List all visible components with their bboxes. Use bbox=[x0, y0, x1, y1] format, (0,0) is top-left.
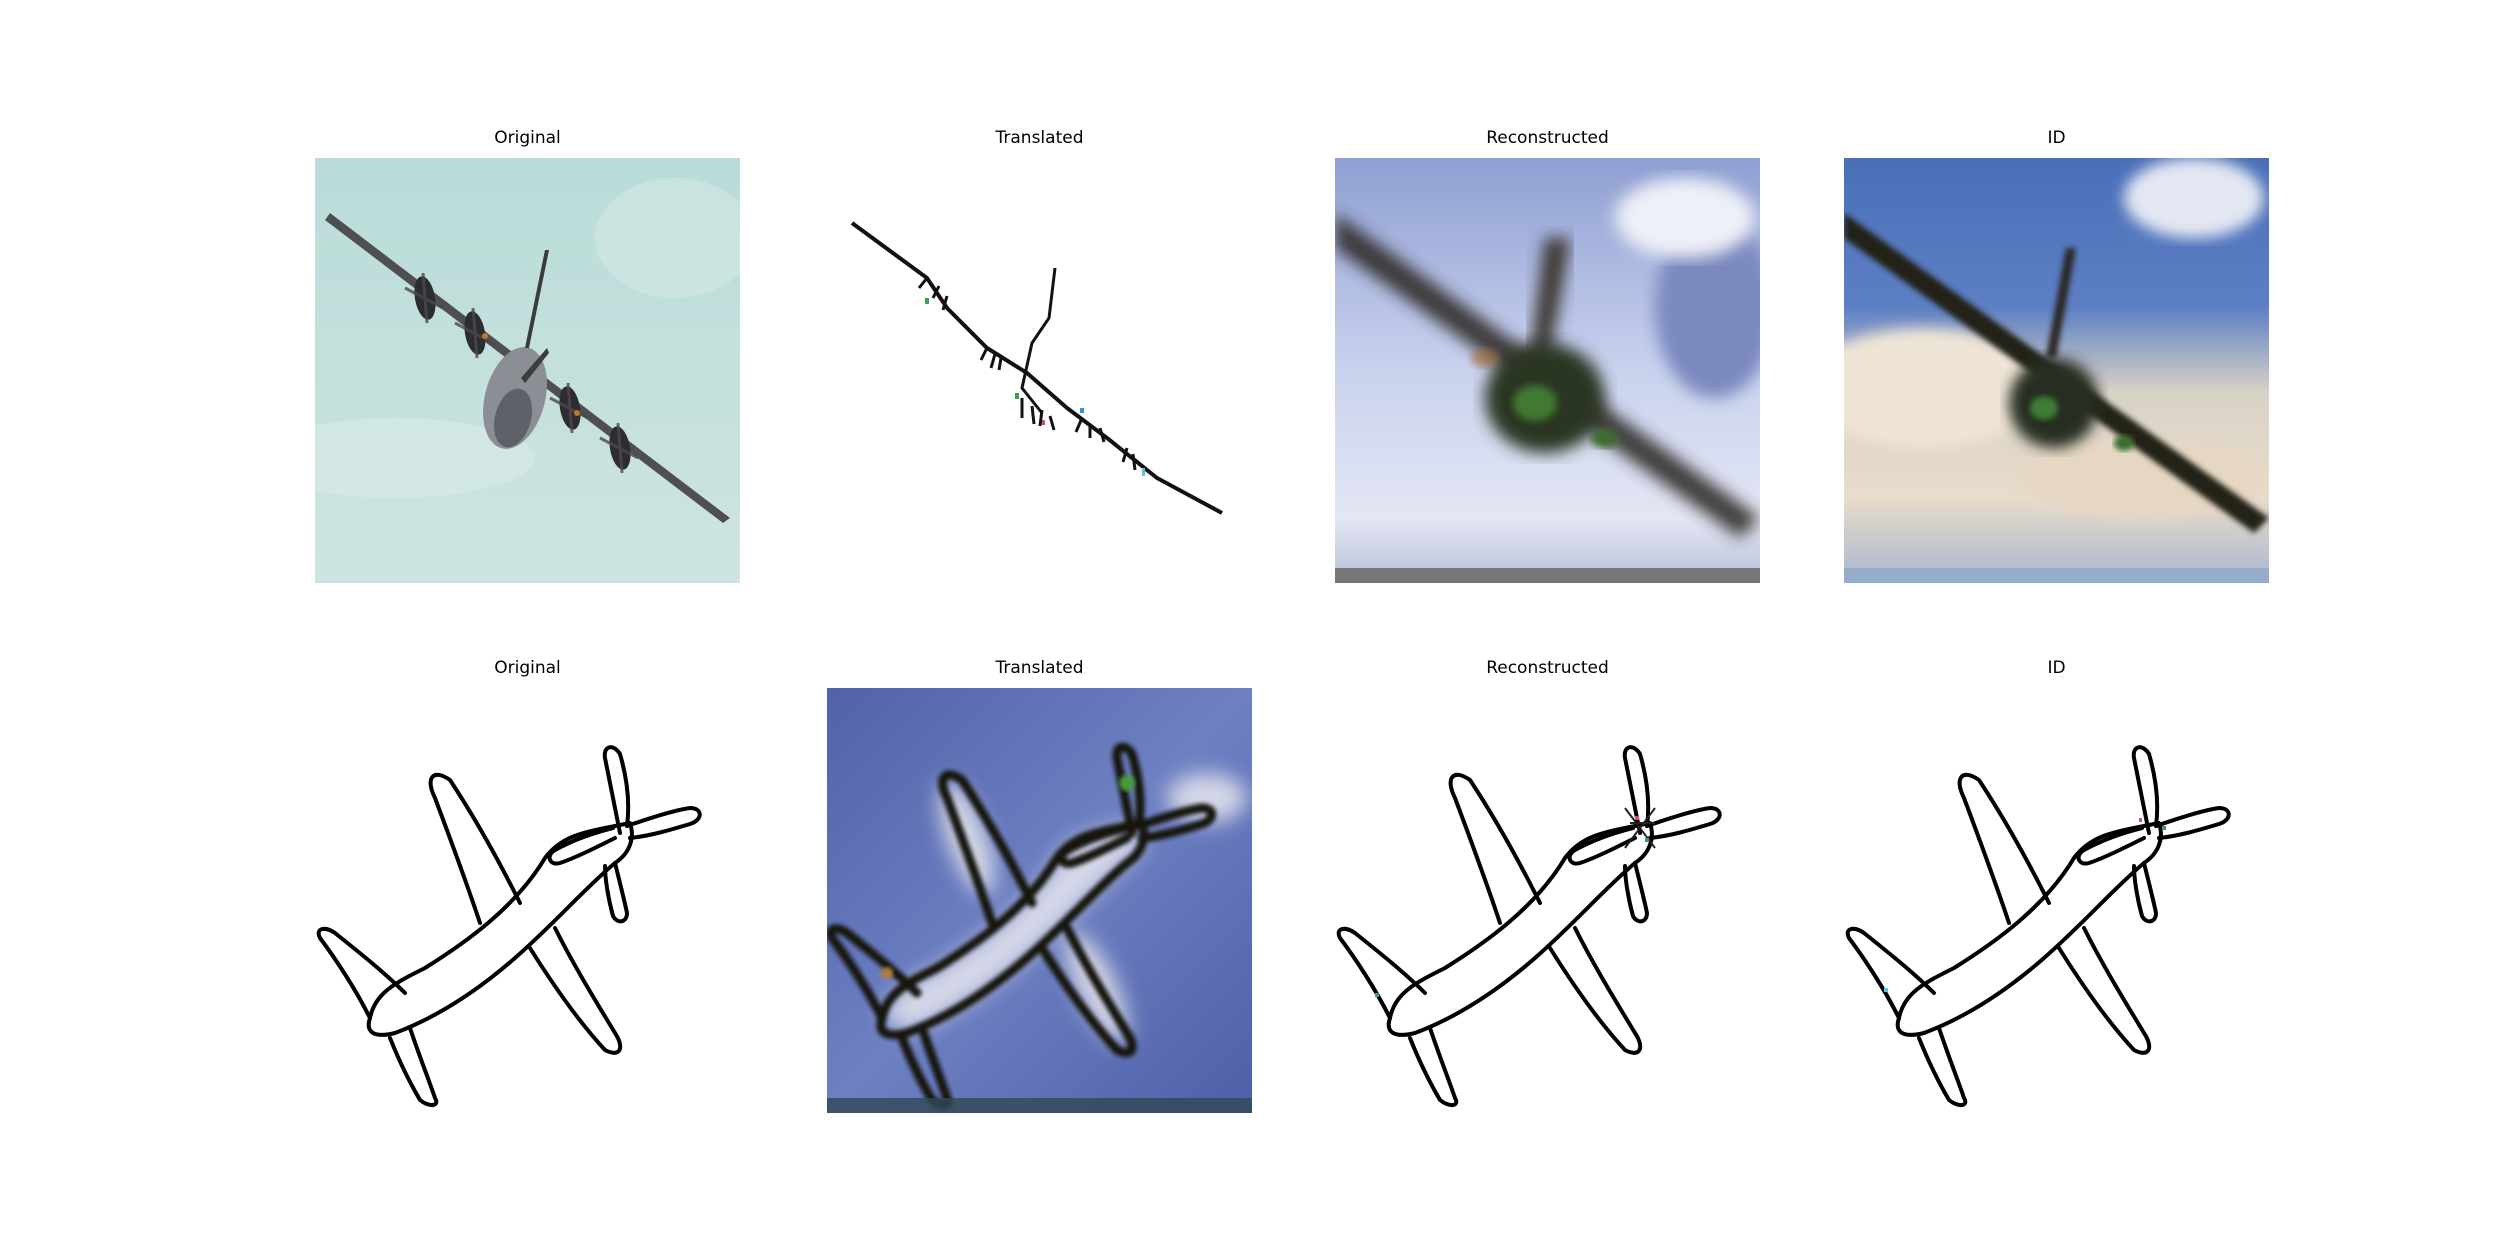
panel-title: Reconstructed bbox=[1486, 128, 1609, 148]
original-photo-airplane bbox=[315, 158, 740, 583]
identity-sketch-airplane bbox=[1844, 688, 2269, 1113]
original-sketch-airplane bbox=[315, 688, 740, 1113]
panel-title: Original bbox=[494, 658, 561, 678]
panel-title: Translated bbox=[995, 128, 1084, 148]
panel-title: ID bbox=[2047, 658, 2066, 678]
translated-photo-sketch-airplane bbox=[827, 688, 1252, 1113]
panel-title: Reconstructed bbox=[1486, 658, 1609, 678]
translated-sketch-airplane bbox=[827, 158, 1252, 583]
identity-photo-airplane bbox=[1844, 158, 2269, 583]
panel-title: Original bbox=[494, 128, 561, 148]
panel-title: Translated bbox=[995, 658, 1084, 678]
panel-title: ID bbox=[2047, 128, 2066, 148]
reconstructed-photo-airplane bbox=[1335, 158, 1760, 583]
reconstructed-sketch-airplane bbox=[1335, 688, 1760, 1113]
